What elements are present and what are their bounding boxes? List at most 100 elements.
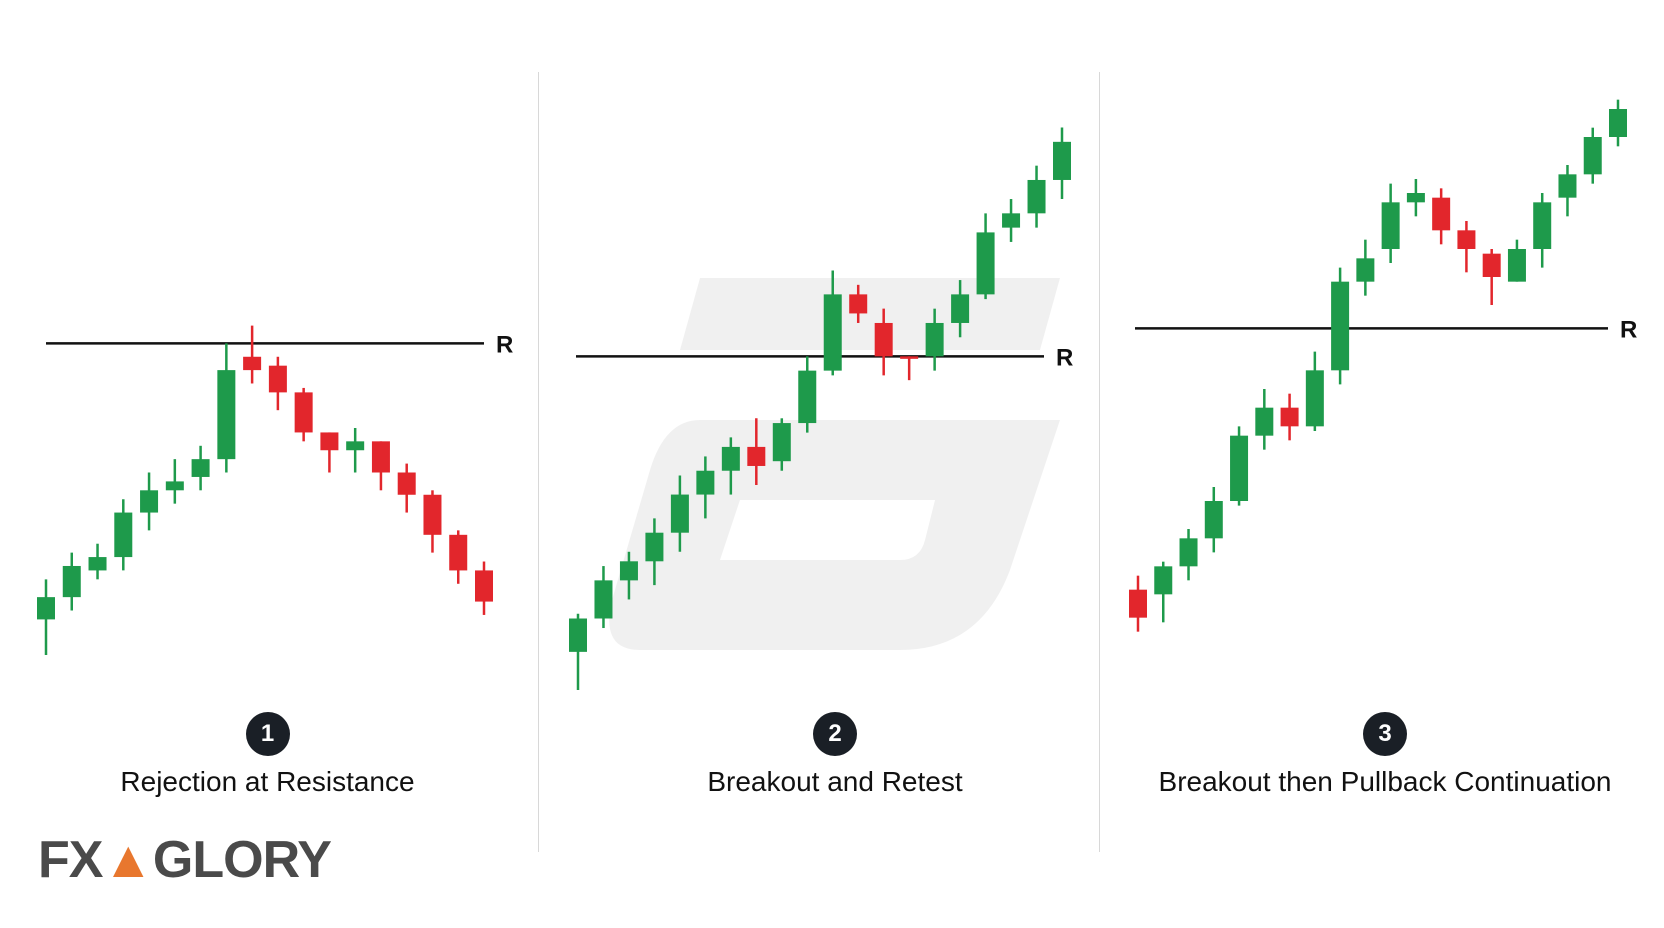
candle-body [243,356,262,371]
candle-bear [1129,575,1147,632]
candle-bull [925,308,944,371]
candle-bull [951,280,970,338]
candle-bull [1583,127,1602,184]
candle-bull [1002,199,1021,242]
candle-bull [1053,127,1071,200]
candle-body [397,472,416,495]
candle-bear [371,441,390,491]
candle-body [772,423,791,462]
candle-bull [569,613,587,690]
brand-logo: FX▲GLORY [38,830,332,890]
candle-bull [670,475,689,552]
candle-body [346,441,365,451]
candle-body [1129,589,1147,618]
candle-bull [1204,487,1223,553]
candle-bear [849,284,868,323]
candle-body [1154,566,1173,595]
logo-text-pre: FX [38,831,103,889]
panel-divider [538,72,539,852]
candle-bull [37,579,55,655]
candle-body [696,470,715,495]
candle-body [874,322,893,357]
chart-panel-3: R [1129,99,1637,632]
candle-body [1583,137,1602,175]
candle-body [951,294,970,323]
candle-body [140,490,159,513]
candle-bull [1507,239,1526,282]
candle-body [1609,109,1627,137]
resistance-label: R [1620,316,1637,343]
candle-bear [423,490,442,553]
candle-body [1027,179,1046,214]
candle-bull [1609,99,1627,147]
candle-bear [294,387,313,442]
resistance-label: R [1056,344,1073,371]
candle-body [1507,249,1526,282]
panel-divider [1099,72,1100,852]
candle-body [320,432,339,451]
chart-panel-1: R [37,325,513,655]
candle-body [423,494,442,535]
candle-bull [772,418,791,471]
candle-bull [823,270,842,376]
candle-bear [747,418,766,486]
candle-bull [1027,165,1046,228]
candle-body [849,294,868,314]
candle-body [1053,141,1071,180]
candle-body [37,597,55,620]
candle-body [62,565,81,598]
candle-body [569,618,587,652]
panel-footer-1: 1 Rejection at Resistance [60,712,475,812]
candle-bull [1230,426,1249,506]
candle-bull [1533,193,1552,268]
candle-body [798,370,817,424]
panel-footer-2: 2 Breakout and Retest [600,712,1070,812]
logo-text-post: GLORY [152,831,332,889]
candle-bear [243,325,262,384]
step-badge: 3 [1363,712,1407,756]
panel-caption: Breakout then Pullback Continuation [1158,766,1612,797]
candle-body [371,441,390,473]
candle-body [217,370,236,460]
candle-body [1356,258,1375,282]
logo-accent: ▲ [102,831,153,889]
candle-body [191,459,210,477]
candle-body [1406,193,1425,203]
chart-panel-2: R [569,127,1073,690]
step-badge: 2 [813,712,857,756]
candle-bull [619,551,638,600]
candle-body [823,294,842,371]
candle-bull [721,437,740,495]
candle-body [475,570,493,602]
candle-bull [645,518,664,586]
candle-body [88,557,107,571]
candle-bull [165,459,184,504]
candle-body [1457,230,1476,249]
candle-body [1432,197,1451,231]
candle-bear [1482,249,1501,305]
panel-caption: Breakout and Retest [707,766,963,797]
candle-bear [475,561,493,615]
candle-body [1558,174,1577,198]
candle-body [747,446,766,466]
candle-body [449,534,468,571]
candle-body [594,580,613,619]
candle-bear [268,356,287,411]
candle-body [1533,202,1552,249]
candle-bull [798,356,817,433]
candle-bear [874,308,893,376]
candle-bull [1331,267,1350,385]
candle-bull [114,499,133,571]
candle-bull [1381,183,1400,263]
candle-bull [88,543,107,580]
candle-bear [1457,221,1476,273]
candle-body [1331,281,1350,371]
candle-body [645,532,664,562]
candle-body [1305,370,1324,427]
candle-body [1280,407,1299,427]
candle-body [619,561,638,581]
candle-body [268,365,287,393]
candle-bull [1255,389,1274,450]
panel-footer-3: 3 Breakout then Pullback Continuation [1130,712,1640,812]
candle-body [1381,202,1400,249]
